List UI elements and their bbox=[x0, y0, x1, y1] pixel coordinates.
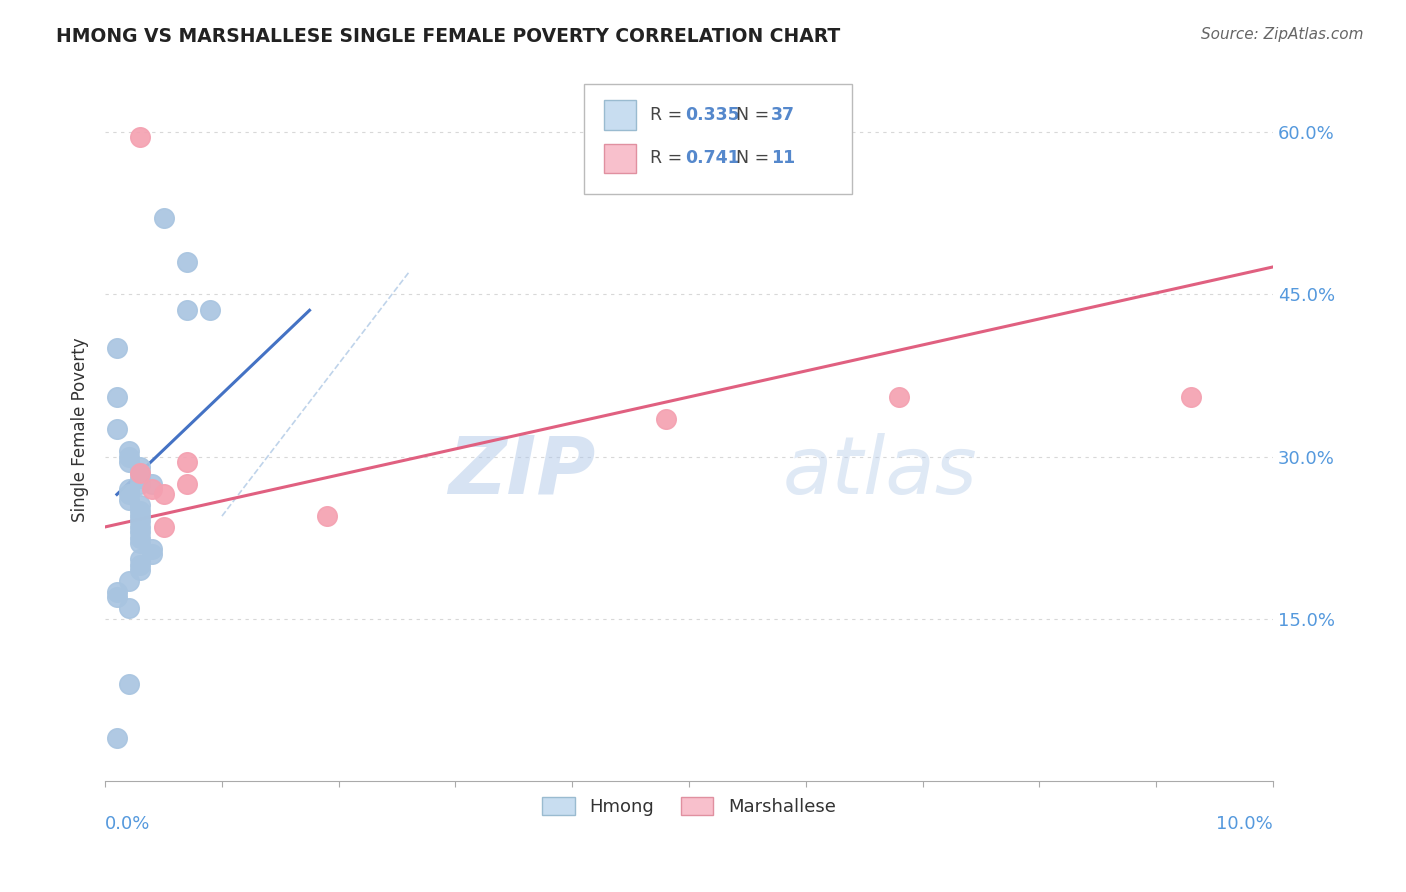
Legend: Hmong, Marshallese: Hmong, Marshallese bbox=[533, 788, 845, 825]
Point bbox=[129, 471, 152, 485]
Point bbox=[129, 503, 152, 517]
Point bbox=[129, 563, 152, 577]
Point bbox=[105, 341, 128, 355]
Point bbox=[129, 515, 152, 529]
Text: 0.741: 0.741 bbox=[686, 149, 740, 168]
Point bbox=[129, 466, 152, 480]
Point bbox=[117, 487, 139, 501]
Point bbox=[117, 455, 139, 469]
Text: Source: ZipAtlas.com: Source: ZipAtlas.com bbox=[1201, 27, 1364, 42]
Y-axis label: Single Female Poverty: Single Female Poverty bbox=[72, 337, 89, 522]
Point bbox=[176, 476, 198, 491]
Point bbox=[129, 130, 152, 145]
Point bbox=[129, 536, 152, 550]
Point bbox=[152, 487, 174, 501]
Point bbox=[141, 476, 163, 491]
Text: N =: N = bbox=[735, 106, 775, 124]
Text: N =: N = bbox=[735, 149, 775, 168]
Point bbox=[141, 541, 163, 556]
Point bbox=[117, 492, 139, 507]
Text: HMONG VS MARSHALLESE SINGLE FEMALE POVERTY CORRELATION CHART: HMONG VS MARSHALLESE SINGLE FEMALE POVER… bbox=[56, 27, 841, 45]
Point bbox=[129, 498, 152, 512]
Point bbox=[105, 422, 128, 436]
Text: R =: R = bbox=[651, 106, 688, 124]
Point bbox=[117, 574, 139, 588]
Point bbox=[129, 558, 152, 572]
Point bbox=[117, 450, 139, 464]
Point bbox=[141, 482, 163, 496]
Point bbox=[129, 531, 152, 545]
Point bbox=[117, 482, 139, 496]
Point bbox=[141, 547, 163, 561]
Text: 0.0%: 0.0% bbox=[105, 815, 150, 833]
Point bbox=[105, 591, 128, 605]
Text: 11: 11 bbox=[770, 149, 794, 168]
Text: ZIP: ZIP bbox=[449, 433, 596, 511]
Point bbox=[117, 677, 139, 691]
Text: atlas: atlas bbox=[782, 433, 977, 511]
Point bbox=[129, 460, 152, 475]
Point bbox=[152, 520, 174, 534]
FancyBboxPatch shape bbox=[603, 144, 637, 173]
Point bbox=[176, 303, 198, 318]
FancyBboxPatch shape bbox=[583, 85, 852, 194]
Point bbox=[200, 303, 222, 318]
Text: 10.0%: 10.0% bbox=[1216, 815, 1272, 833]
Point bbox=[117, 444, 139, 458]
Text: 37: 37 bbox=[770, 106, 794, 124]
Point bbox=[105, 585, 128, 599]
Point bbox=[316, 509, 339, 524]
Point bbox=[176, 254, 198, 268]
Point bbox=[889, 390, 911, 404]
Point bbox=[129, 520, 152, 534]
Point bbox=[129, 525, 152, 540]
Point bbox=[1180, 390, 1202, 404]
Point bbox=[129, 476, 152, 491]
Point bbox=[654, 411, 676, 425]
Text: R =: R = bbox=[651, 149, 688, 168]
Point bbox=[152, 211, 174, 226]
Point bbox=[129, 466, 152, 480]
Point bbox=[105, 731, 128, 745]
FancyBboxPatch shape bbox=[603, 100, 637, 129]
Text: 0.335: 0.335 bbox=[686, 106, 740, 124]
Point bbox=[129, 509, 152, 524]
Point bbox=[117, 601, 139, 615]
Point bbox=[129, 552, 152, 566]
Point bbox=[105, 390, 128, 404]
Point bbox=[176, 455, 198, 469]
